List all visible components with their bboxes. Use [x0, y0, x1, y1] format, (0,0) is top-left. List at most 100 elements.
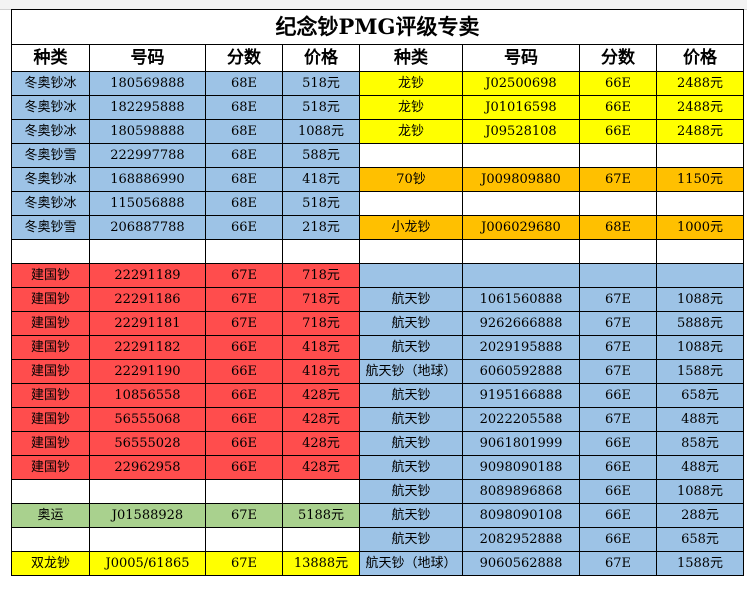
price-cell[interactable]: 428元 [282, 455, 360, 480]
category-cell[interactable]: 航天钞 [359, 503, 463, 528]
price-cell[interactable]: 588元 [282, 143, 360, 168]
price-cell[interactable]: 2488元 [656, 71, 744, 96]
price-cell[interactable]: 5888元 [656, 311, 744, 336]
header-serial[interactable]: 号码 [89, 44, 206, 72]
price-cell[interactable]: 1588元 [656, 551, 744, 576]
category-cell[interactable]: 建国钞 [11, 311, 90, 336]
grade-cell[interactable]: 67E [579, 287, 657, 312]
price-cell[interactable]: 658元 [656, 383, 744, 408]
grade-cell[interactable]: 68E [205, 71, 283, 96]
serial-cell[interactable] [462, 191, 580, 216]
category-cell[interactable]: 航天钞 [359, 287, 463, 312]
price-cell[interactable]: 418元 [282, 359, 360, 384]
category-cell[interactable]: 奥运 [11, 503, 90, 528]
price-cell[interactable]: 418元 [282, 335, 360, 360]
grade-cell[interactable]: 66E [579, 95, 657, 120]
price-cell[interactable]: 5188元 [282, 503, 360, 528]
serial-cell[interactable]: J0005/61865 [89, 551, 206, 576]
price-cell[interactable]: 658元 [656, 527, 744, 552]
price-cell[interactable]: 288元 [656, 503, 744, 528]
category-cell[interactable]: 冬奥钞雪 [11, 143, 90, 168]
category-cell[interactable]: 龙钞 [359, 119, 463, 144]
category-cell[interactable]: 小龙钞 [359, 215, 463, 240]
price-cell[interactable]: 1088元 [656, 335, 744, 360]
serial-cell[interactable] [462, 263, 580, 288]
serial-cell[interactable]: 9195166888 [462, 383, 580, 408]
category-cell[interactable]: 双龙钞 [11, 551, 90, 576]
serial-cell[interactable]: 9262666888 [462, 311, 580, 336]
category-cell[interactable]: 建国钞 [11, 359, 90, 384]
grade-cell[interactable]: 68E [205, 191, 283, 216]
price-cell[interactable]: 428元 [282, 407, 360, 432]
category-cell[interactable] [359, 239, 463, 264]
grade-cell[interactable]: 68E [579, 215, 657, 240]
header-grade[interactable]: 分数 [579, 44, 657, 72]
category-cell[interactable]: 航天钞 [359, 479, 463, 504]
serial-cell[interactable]: 10856558 [89, 383, 206, 408]
price-cell[interactable] [656, 191, 744, 216]
grade-cell[interactable]: 67E [579, 551, 657, 576]
serial-cell[interactable]: 182295888 [89, 95, 206, 120]
serial-cell[interactable]: 9098090188 [462, 455, 580, 480]
category-cell[interactable]: 冬奥钞冰 [11, 191, 90, 216]
price-cell[interactable]: 418元 [282, 167, 360, 192]
serial-cell[interactable]: 222997788 [89, 143, 206, 168]
serial-cell[interactable] [462, 239, 580, 264]
grade-cell[interactable]: 66E [579, 431, 657, 456]
price-cell[interactable] [656, 143, 744, 168]
serial-cell[interactable]: 22291182 [89, 335, 206, 360]
price-cell[interactable]: 218元 [282, 215, 360, 240]
category-cell[interactable] [11, 479, 90, 504]
serial-cell[interactable] [89, 479, 206, 504]
price-cell[interactable]: 13888元 [282, 551, 360, 576]
serial-cell[interactable]: J006029680 [462, 215, 580, 240]
grade-cell[interactable] [205, 239, 283, 264]
serial-cell[interactable]: 22291189 [89, 263, 206, 288]
category-cell[interactable]: 冬奥钞冰 [11, 167, 90, 192]
price-cell[interactable] [656, 263, 744, 288]
category-cell[interactable]: 冬奥钞雪 [11, 215, 90, 240]
category-cell[interactable]: 龙钞 [359, 71, 463, 96]
header-serial[interactable]: 号码 [462, 44, 580, 72]
category-cell[interactable]: 建国钞 [11, 407, 90, 432]
serial-cell[interactable] [89, 527, 206, 552]
serial-cell[interactable]: 206887788 [89, 215, 206, 240]
grade-cell[interactable]: 66E [579, 527, 657, 552]
grade-cell[interactable]: 66E [579, 479, 657, 504]
serial-cell[interactable]: J02500698 [462, 71, 580, 96]
category-cell[interactable]: 冬奥钞冰 [11, 119, 90, 144]
price-cell[interactable]: 518元 [282, 95, 360, 120]
price-cell[interactable]: 718元 [282, 263, 360, 288]
sheet-title[interactable]: 纪念钞PMG评级专卖 [11, 9, 744, 45]
grade-cell[interactable] [579, 191, 657, 216]
grade-cell[interactable]: 67E [579, 359, 657, 384]
category-cell[interactable] [11, 527, 90, 552]
serial-cell[interactable]: 9060562888 [462, 551, 580, 576]
grade-cell[interactable] [579, 143, 657, 168]
price-cell[interactable]: 1088元 [282, 119, 360, 144]
serial-cell[interactable]: 22962958 [89, 455, 206, 480]
category-cell[interactable]: 建国钞 [11, 263, 90, 288]
serial-cell[interactable]: 115056888 [89, 191, 206, 216]
grade-cell[interactable]: 68E [205, 119, 283, 144]
price-cell[interactable]: 1088元 [656, 479, 744, 504]
category-cell[interactable] [359, 143, 463, 168]
category-cell[interactable]: 龙钞 [359, 95, 463, 120]
grade-cell[interactable]: 66E [205, 431, 283, 456]
price-cell[interactable] [656, 239, 744, 264]
price-cell[interactable]: 1088元 [656, 287, 744, 312]
serial-cell[interactable]: 180598888 [89, 119, 206, 144]
serial-cell[interactable]: 2022205588 [462, 407, 580, 432]
grade-cell[interactable]: 67E [579, 335, 657, 360]
grade-cell[interactable] [579, 239, 657, 264]
grade-cell[interactable]: 67E [205, 287, 283, 312]
price-cell[interactable]: 718元 [282, 311, 360, 336]
grade-cell[interactable]: 67E [579, 167, 657, 192]
grade-cell[interactable]: 66E [205, 335, 283, 360]
price-cell[interactable]: 1150元 [656, 167, 744, 192]
serial-cell[interactable]: 6060592888 [462, 359, 580, 384]
price-cell[interactable]: 2488元 [656, 95, 744, 120]
grade-cell[interactable]: 67E [205, 311, 283, 336]
grade-cell[interactable] [205, 479, 283, 504]
header-price[interactable]: 价格 [656, 44, 744, 72]
